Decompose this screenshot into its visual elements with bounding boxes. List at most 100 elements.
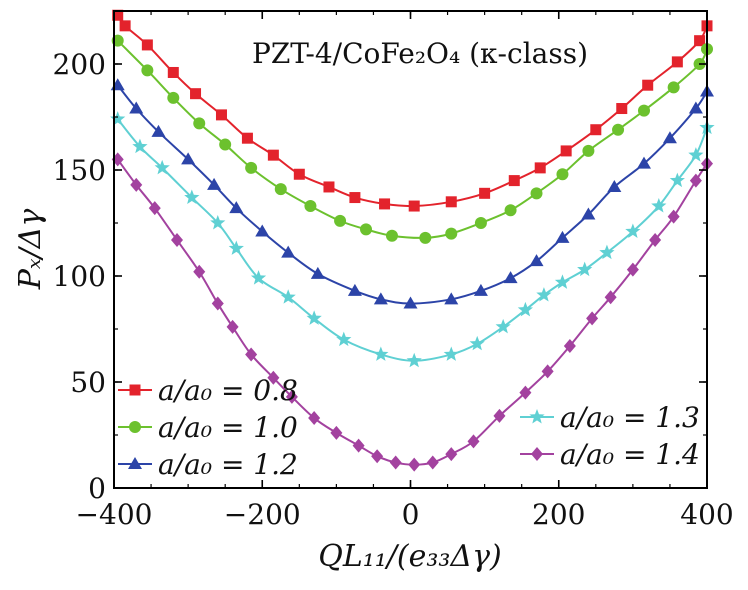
legend-label: a/a₀ = 1.2 xyxy=(158,448,298,481)
data-point-4-24 xyxy=(688,147,704,162)
data-point-3-11 xyxy=(373,292,388,305)
data-point-4-2 xyxy=(132,138,148,154)
data-point-1-15 xyxy=(479,187,491,199)
x-tick-label: −400 xyxy=(76,498,153,531)
y-axis-label: Pₓ/Δγ xyxy=(13,209,48,291)
data-point-3-3 xyxy=(151,124,166,137)
data-point-5-20 xyxy=(493,408,506,423)
data-point-3-15 xyxy=(503,271,518,284)
data-point-3-5 xyxy=(207,177,222,190)
data-point-3-9 xyxy=(310,266,325,279)
data-point-1-2 xyxy=(119,20,131,32)
legend-marker xyxy=(129,384,141,396)
y-tick-label: 50 xyxy=(70,366,106,399)
data-point-3-7 xyxy=(255,224,270,237)
data-point-3-8 xyxy=(281,245,296,258)
data-point-1-23 xyxy=(694,35,706,47)
x-axis-label: QL₁₁/(e₃₃Δγ) xyxy=(318,539,502,574)
data-point-3-2 xyxy=(129,101,144,114)
data-point-1-13 xyxy=(408,200,420,212)
data-point-4-13 xyxy=(443,346,459,361)
legend-entry: a/a₀ = 0.8 xyxy=(118,374,298,407)
series-line-3 xyxy=(116,84,708,305)
data-point-3-6 xyxy=(229,201,244,214)
data-point-3-19 xyxy=(607,179,622,192)
data-point-1-22 xyxy=(671,56,683,68)
legend-marker xyxy=(529,409,545,424)
data-point-4-8 xyxy=(280,289,296,304)
data-point-1-12 xyxy=(379,198,391,210)
data-point-3-14 xyxy=(473,283,488,296)
data-point-5-28 xyxy=(667,209,680,224)
data-point-4-22 xyxy=(651,198,667,213)
data-point-5-7 xyxy=(226,319,239,334)
data-point-2-14 xyxy=(474,217,487,229)
data-point-2-4 xyxy=(193,117,206,130)
data-point-3-12 xyxy=(403,296,418,309)
data-point-5-2 xyxy=(130,177,143,192)
legend-left: a/a₀ = 0.8 a/a₀ = 1.0 a/a₀ = 1.2 xyxy=(118,374,298,481)
data-point-4-23 xyxy=(669,172,685,188)
data-point-5-13 xyxy=(352,438,365,453)
data-point-4-5 xyxy=(210,215,226,230)
data-point-1-16 xyxy=(508,175,520,187)
data-point-4-18 xyxy=(554,274,571,289)
data-point-1-11 xyxy=(349,192,361,204)
data-point-5-21 xyxy=(519,385,532,400)
data-point-4-19 xyxy=(577,261,593,277)
data-point-4-16 xyxy=(517,301,533,317)
data-point-5-8 xyxy=(245,347,258,362)
data-point-3-13 xyxy=(444,292,459,305)
data-point-1-4 xyxy=(167,66,179,78)
data-point-4-12 xyxy=(406,352,422,368)
data-point-2-13 xyxy=(445,227,458,240)
data-point-5-11 xyxy=(308,411,321,426)
chart-title: PZT-4/CoFe₂O₄ (κ-class) xyxy=(252,37,588,70)
legend-marker xyxy=(531,447,543,461)
data-point-5-25 xyxy=(604,290,617,305)
data-point-2-12 xyxy=(419,231,432,244)
data-point-3-4 xyxy=(181,152,196,165)
data-point-5-27 xyxy=(649,232,662,247)
data-point-4-9 xyxy=(306,310,322,325)
data-point-4-17 xyxy=(536,287,552,302)
data-point-5-24 xyxy=(586,311,599,326)
data-point-2-15 xyxy=(504,204,517,217)
data-point-3-21 xyxy=(662,131,677,144)
y-tick-label: 100 xyxy=(53,260,106,293)
series-3 xyxy=(110,78,714,309)
data-point-1-20 xyxy=(616,103,628,115)
data-point-2-20 xyxy=(637,104,650,117)
data-point-5-17 xyxy=(426,455,439,470)
x-tick-label: 400 xyxy=(680,498,733,531)
x-tick-label: 200 xyxy=(532,498,585,531)
data-point-5-16 xyxy=(408,457,421,472)
data-point-3-18 xyxy=(581,207,596,220)
data-point-2-6 xyxy=(245,161,258,174)
data-point-2-7 xyxy=(274,183,287,196)
data-point-5-22 xyxy=(541,364,554,379)
data-point-5-29 xyxy=(689,173,702,188)
data-point-4-11 xyxy=(373,346,389,361)
data-point-5-26 xyxy=(626,262,639,277)
data-point-2-9 xyxy=(334,214,347,227)
data-point-5-5 xyxy=(193,264,206,279)
legend-label: a/a₀ = 0.8 xyxy=(158,374,298,407)
data-point-1-14 xyxy=(445,196,457,208)
data-point-2-18 xyxy=(582,144,595,157)
data-point-5-9 xyxy=(267,370,280,385)
data-point-5-12 xyxy=(330,425,343,440)
data-point-2-21 xyxy=(667,81,680,94)
data-point-5-14 xyxy=(371,449,384,464)
legend-label: a/a₀ = 1.3 xyxy=(560,401,700,434)
data-point-1-17 xyxy=(534,162,546,174)
y-tick-label: 0 xyxy=(88,472,106,505)
data-point-2-3 xyxy=(167,91,180,104)
data-point-4-15 xyxy=(495,318,511,334)
legend-entry: a/a₀ = 1.3 xyxy=(520,401,700,434)
data-point-5-18 xyxy=(445,447,458,462)
data-point-3-17 xyxy=(555,230,570,243)
data-point-4-4 xyxy=(184,189,200,205)
series-4 xyxy=(110,111,715,368)
